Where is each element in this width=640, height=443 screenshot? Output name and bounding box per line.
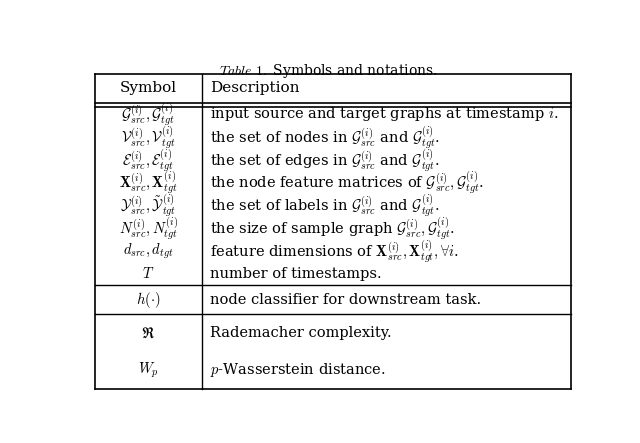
- Text: $T$: $T$: [142, 266, 154, 281]
- Text: Rademacher complexity.: Rademacher complexity.: [211, 326, 392, 340]
- Text: number of timestamps.: number of timestamps.: [211, 267, 382, 281]
- Text: the set of labels in $\mathcal{G}_{src}^{(i)}$ and $\mathcal{G}_{tgt}^{(i)}$.: the set of labels in $\mathcal{G}_{src}^…: [211, 192, 440, 218]
- Text: $p$-Wasserstein distance.: $p$-Wasserstein distance.: [211, 361, 386, 380]
- Text: $\mathcal{V}_{src}^{(i)}, \mathcal{V}_{tgt}^{(i)}$: $\mathcal{V}_{src}^{(i)}, \mathcal{V}_{t…: [121, 124, 175, 150]
- Text: $\mathbf{X}_{src}^{(i)}, \mathbf{X}_{tgt}^{(i)}$: $\mathbf{X}_{src}^{(i)}, \mathbf{X}_{tgt…: [119, 170, 177, 195]
- Text: input source and target graphs at timestamp $i$.: input source and target graphs at timest…: [211, 105, 559, 123]
- Text: $\mathfrak{R}$: $\mathfrak{R}$: [141, 326, 156, 340]
- Text: the node feature matrices of $\mathcal{G}_{src}^{(i)}, \mathcal{G}_{tgt}^{(i)}$.: the node feature matrices of $\mathcal{G…: [211, 170, 484, 195]
- Text: $N_{src}^{(i)}, N_{tgt}^{(i)}$: $N_{src}^{(i)}, N_{tgt}^{(i)}$: [118, 215, 178, 241]
- Text: $h(\cdot)$: $h(\cdot)$: [136, 290, 161, 310]
- Text: $\mathcal{Y}_{src}^{(i)}, \tilde{\mathcal{Y}}_{tgt}^{(i)}$: $\mathcal{Y}_{src}^{(i)}, \tilde{\mathca…: [120, 192, 176, 218]
- Text: Description: Description: [211, 81, 300, 95]
- Text: $\mathcal{E}_{src}^{(i)}, \mathcal{E}_{tgt}^{(i)}$: $\mathcal{E}_{src}^{(i)}, \mathcal{E}_{t…: [122, 147, 174, 173]
- Text: node classifier for downstream task.: node classifier for downstream task.: [211, 293, 481, 307]
- Text: the set of nodes in $\mathcal{G}_{src}^{(i)}$ and $\mathcal{G}_{tgt}^{(i)}$.: the set of nodes in $\mathcal{G}_{src}^{…: [211, 124, 440, 150]
- Text: the size of sample graph $\mathcal{G}_{src}^{(i)}, \mathcal{G}_{tgt}^{(i)}$.: the size of sample graph $\mathcal{G}_{s…: [211, 215, 456, 241]
- Text: the set of edges in $\mathcal{G}_{src}^{(i)}$ and $\mathcal{G}_{tgt}^{(i)}$.: the set of edges in $\mathcal{G}_{src}^{…: [211, 147, 440, 173]
- Text: $W_p$: $W_p$: [138, 361, 159, 380]
- Text: feature dimensions of $\mathbf{X}_{src}^{(i)}, \mathbf{X}_{tgt}^{(i)}, \forall i: feature dimensions of $\mathbf{X}_{src}^…: [211, 238, 459, 264]
- Text: $\mathcal{G}_{src}^{(i)}, \mathcal{G}_{tgt}^{(i)}$: $\mathcal{G}_{src}^{(i)}, \mathcal{G}_{t…: [121, 101, 175, 127]
- Text: $d_{src}, d_{tgt}$: $d_{src}, d_{tgt}$: [123, 241, 173, 261]
- Text: Symbol: Symbol: [120, 81, 177, 95]
- Text: $\mathit{Table\ 1.}$ Symbols and notations.: $\mathit{Table\ 1.}$ Symbols and notatio…: [219, 62, 437, 80]
